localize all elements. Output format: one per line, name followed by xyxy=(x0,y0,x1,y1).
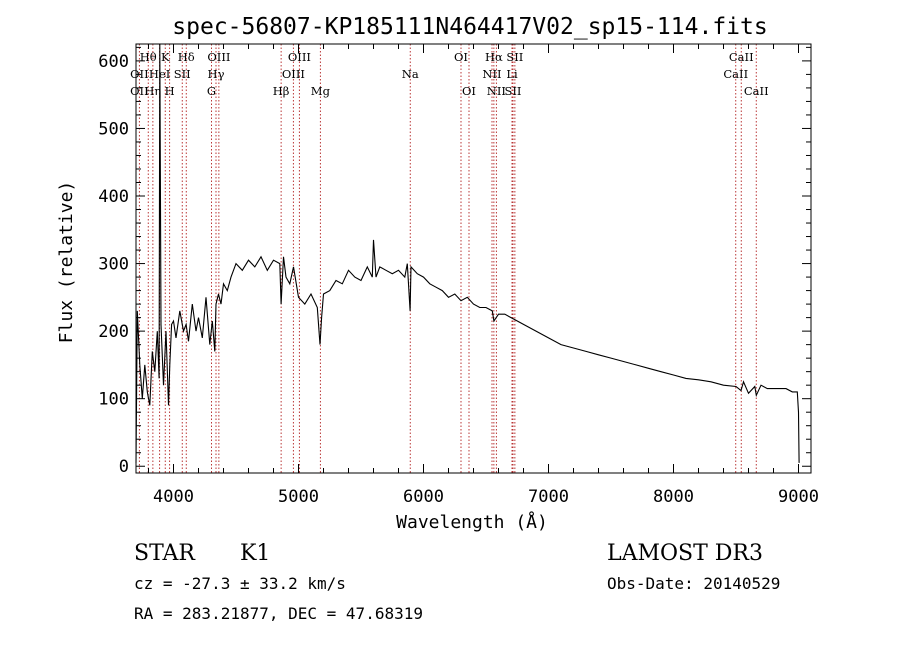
line-label-NII: NII xyxy=(487,84,506,98)
line-label-Hγ: Hγ xyxy=(208,67,225,81)
line-label-Hδ: Hδ xyxy=(178,50,195,64)
line-label-OIII: OIII xyxy=(288,50,311,64)
x-tick-label: 8000 xyxy=(653,487,694,507)
y-tick-label: 100 xyxy=(98,390,129,410)
x-axis-label: Wavelength (Å) xyxy=(396,511,548,533)
y-tick-label: 200 xyxy=(98,322,129,342)
line-label-G: G xyxy=(207,84,216,98)
line-label-CaII: CaII xyxy=(729,50,754,64)
line-label-H: H xyxy=(165,84,175,98)
line-label-NII: NII xyxy=(482,67,501,81)
y-tick-label: 300 xyxy=(98,255,129,275)
y-axis-label: Flux (relative) xyxy=(56,181,77,344)
line-label-SII: SII xyxy=(505,84,522,98)
line-label-OIII: OIII xyxy=(207,50,230,64)
object-class: STAR xyxy=(134,541,196,566)
x-tick-label: 9000 xyxy=(778,487,819,507)
x-tick-label: 7000 xyxy=(528,487,569,507)
line-label-Hθ: Hθ xyxy=(140,50,157,64)
object-subclass: K1 xyxy=(240,541,270,566)
line-label-SII: SII xyxy=(506,50,523,64)
line-label-Hη: Hη xyxy=(144,84,161,98)
obs-date: Obs-Date: 20140529 xyxy=(607,574,780,593)
line-label-Hβ: Hβ xyxy=(273,84,290,98)
y-axis: 0 100 200 300 400 500 600 xyxy=(98,46,811,477)
line-label-CaII: CaII xyxy=(723,67,748,81)
line-label-Na: Na xyxy=(402,67,419,81)
redshift-cz: cz = -27.3 ± 33.2 km/s xyxy=(134,574,346,593)
line-label-CaII: CaII xyxy=(744,84,769,98)
x-tick-label: 4000 xyxy=(153,487,194,507)
line-label-OI: OI xyxy=(462,84,476,98)
y-tick-label: 400 xyxy=(98,187,129,207)
x-tick-label: 6000 xyxy=(403,487,444,507)
spectrum-line xyxy=(135,43,800,463)
line-label-SII: SII xyxy=(174,67,191,81)
y-tick-label: 600 xyxy=(98,52,129,72)
y-tick-label: 0 xyxy=(119,457,129,477)
line-label-Mg: Mg xyxy=(311,84,331,98)
survey-name: LAMOST DR3 xyxy=(607,541,763,566)
x-tick-label: 5000 xyxy=(278,487,319,507)
line-label-OI: OI xyxy=(454,50,468,64)
coordinates: RA = 283.21877, DEC = 47.68319 xyxy=(134,604,423,623)
line-label-Hα: Hα xyxy=(485,50,503,64)
y-tick-label: 500 xyxy=(98,119,129,139)
plot-frame xyxy=(135,43,812,474)
x-axis: 4000 5000 6000 7000 8000 9000 xyxy=(148,44,819,507)
line-label-Li: Li xyxy=(506,67,518,81)
line-label-OIII: OIII xyxy=(282,67,305,81)
chart-title: spec-56807-KP185111N464417V02_sp15-114.f… xyxy=(172,14,767,40)
spectral-line-markers xyxy=(138,44,757,473)
line-label-OII: OII xyxy=(130,84,149,98)
line-label-K: K xyxy=(161,50,170,64)
